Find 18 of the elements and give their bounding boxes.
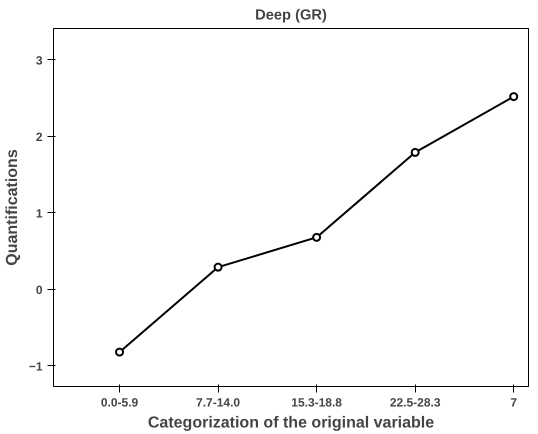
y-tick-label: 2	[36, 130, 43, 144]
x-tick-label: 7.7-14.0	[196, 396, 240, 410]
y-tick-label: 1	[36, 206, 43, 220]
point	[410, 148, 420, 157]
x-axis-title: Categorization of the original variable	[148, 414, 434, 432]
y-tick-label: −1	[28, 359, 43, 374]
y-tick-label: 3	[36, 53, 43, 68]
point	[115, 348, 124, 357]
x-tick-label: 7	[510, 396, 518, 410]
x-tick-label: 22.5-28.3	[390, 396, 441, 410]
y-tick-label: 0	[36, 282, 43, 297]
point	[509, 92, 518, 102]
x-tick-label: 15.3-18.8	[291, 396, 342, 410]
point	[214, 262, 223, 272]
chart-title: Deep (GR)	[255, 8, 327, 24]
y-axis-title: Quantifications	[4, 149, 21, 266]
point	[312, 232, 322, 242]
x-tick-label: 0.0-5.9	[100, 396, 139, 410]
